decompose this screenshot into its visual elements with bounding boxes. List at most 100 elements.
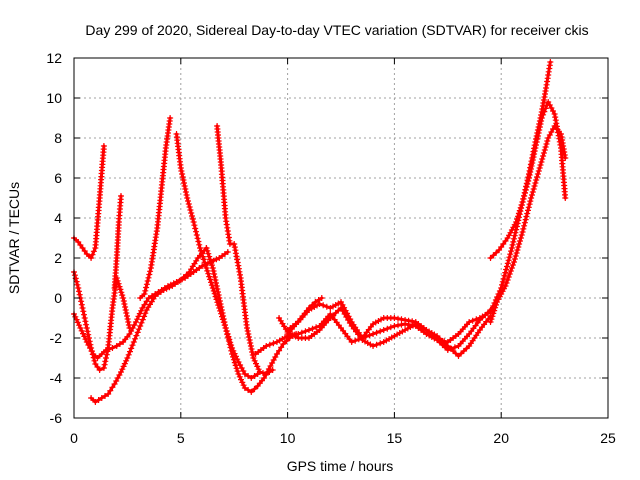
marker-trail [238, 278, 250, 328]
marker-trail [352, 336, 362, 344]
y-tick-label: 6 [54, 170, 62, 186]
series-track-10 [252, 59, 554, 357]
data-point [370, 331, 377, 337]
data-point [222, 325, 229, 331]
data-point [547, 59, 554, 65]
data-point [305, 327, 312, 333]
marker-trail [498, 238, 509, 250]
data-point [83, 325, 90, 331]
marker-trail [283, 338, 290, 344]
data-point [145, 295, 152, 301]
data-point [160, 287, 167, 293]
marker-trail [405, 317, 416, 325]
marker-trail [469, 316, 480, 324]
marker-trail [138, 310, 149, 326]
data-point [391, 315, 398, 321]
marker-trail [197, 247, 209, 269]
marker-trail [237, 362, 247, 374]
marker-trail [318, 313, 332, 327]
marker-trail [125, 342, 136, 358]
data-point [224, 249, 231, 255]
series-track-9 [203, 245, 300, 395]
marker-trail [163, 284, 173, 292]
data-point [402, 317, 409, 323]
y-tick-label: 4 [54, 210, 62, 226]
marker-trail [298, 335, 309, 341]
marker-trail [467, 329, 482, 347]
marker-trail [113, 372, 123, 384]
data-point [120, 295, 127, 301]
marker-trail [457, 321, 470, 335]
marker-trail [499, 248, 515, 288]
marker-trail [132, 326, 142, 342]
marker-trail [488, 301, 499, 323]
data-point [139, 305, 146, 311]
marker-trail [506, 221, 518, 239]
data-point [525, 175, 532, 181]
data-point [370, 343, 377, 349]
y-axis-label: SDTVAR / TECUs [6, 182, 22, 294]
marker-trail [395, 315, 405, 323]
series-track-15 [487, 123, 569, 325]
marker-trail [301, 307, 310, 317]
x-tick-label: 10 [280, 430, 296, 446]
data-point [96, 367, 103, 373]
marker-trail [230, 353, 241, 375]
x-tick-label: 5 [177, 430, 185, 446]
data-point [380, 327, 387, 333]
data-point [83, 251, 90, 257]
marker-trail [92, 198, 103, 248]
data-point [532, 145, 539, 151]
data-point [250, 355, 257, 361]
marker-trail [339, 301, 354, 323]
marker-trail [145, 295, 157, 311]
data-point [184, 195, 191, 201]
marker-trail [158, 148, 169, 188]
series-track-2 [71, 269, 133, 373]
grid-layer [74, 58, 608, 418]
marker-trail [295, 315, 304, 325]
marker-trail [511, 232, 525, 262]
data-point [487, 319, 494, 325]
marker-trail [330, 307, 342, 319]
marker-trail [80, 308, 90, 328]
data-point [487, 255, 494, 261]
marker-trail [447, 345, 459, 357]
data-point [241, 385, 248, 391]
marker-trail [231, 244, 243, 278]
data-point [284, 331, 291, 337]
marker-trail [180, 271, 190, 281]
y-tick-label: 10 [46, 90, 62, 106]
marker-trail [384, 324, 394, 332]
data-point [203, 245, 210, 251]
series-track-5 [111, 193, 124, 291]
marker-trail [76, 288, 85, 308]
data-point [348, 339, 355, 345]
marker-trail [286, 323, 297, 335]
data-point [511, 259, 518, 265]
marker-trail [89, 248, 97, 258]
marker-trail [426, 328, 438, 338]
series-line [204, 246, 298, 394]
marker-trail [276, 334, 288, 344]
marker-trail [204, 247, 215, 269]
series-layer [71, 59, 569, 405]
x-tick-label: 15 [387, 430, 403, 446]
data-point [248, 389, 255, 395]
data-point [137, 295, 144, 301]
data-point [88, 255, 95, 261]
data-point [132, 319, 139, 325]
marker-trail [185, 198, 196, 222]
data-point [216, 295, 223, 301]
marker-trail [172, 279, 181, 287]
series-line [286, 296, 324, 336]
marker-trail [373, 328, 384, 336]
marker-trail [298, 328, 309, 336]
data-point [256, 369, 263, 375]
series-track-6 [137, 115, 174, 301]
marker-trail [384, 315, 394, 321]
series-track-3 [88, 245, 210, 405]
data-point [519, 229, 526, 235]
marker-trail [330, 300, 342, 310]
